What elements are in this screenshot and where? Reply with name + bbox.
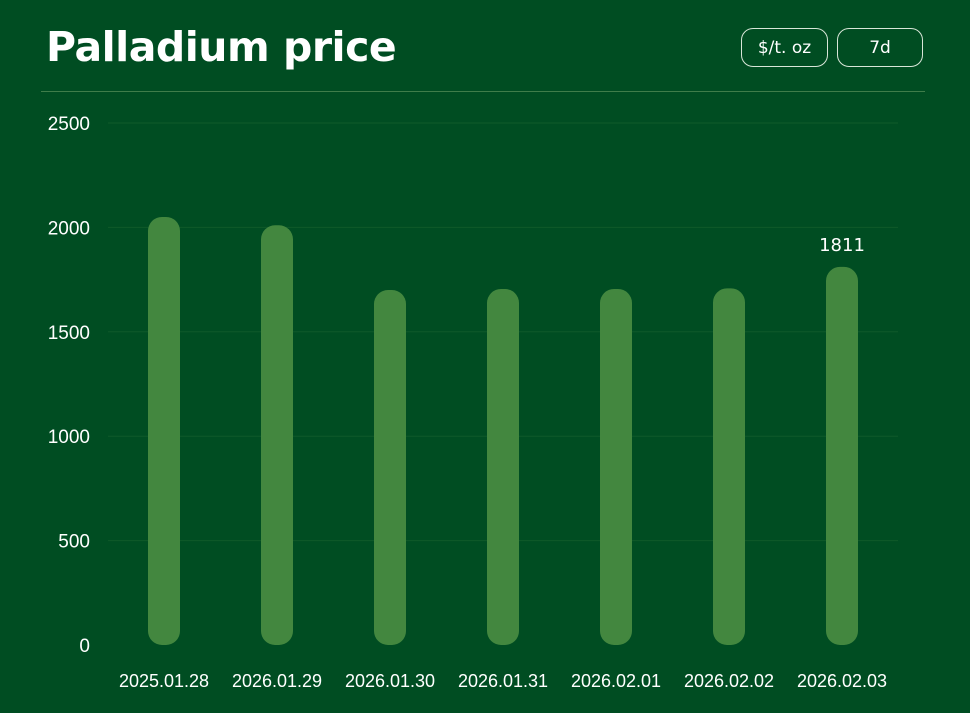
- bar-2026.02.01[interactable]: [600, 288, 632, 645]
- x-tick-label: 2026.01.30: [345, 671, 435, 691]
- y-tick-label: 1000: [48, 427, 90, 448]
- page-title: Palladium price: [46, 23, 397, 71]
- y-axis-ticks: 0 500 1000 1500 2000 2500: [48, 114, 90, 657]
- bar-2026.02.02[interactable]: [713, 288, 745, 645]
- y-tick-label: 500: [58, 532, 90, 553]
- time-range-button[interactable]: 7d: [837, 28, 923, 67]
- y-tick-label: 1500: [48, 323, 90, 344]
- x-tick-label: 2026.02.03: [797, 671, 887, 691]
- data-label: 1811: [819, 235, 865, 256]
- bar-2026.02.03[interactable]: [826, 266, 858, 645]
- chart-controls: $/t. oz 7d: [741, 28, 923, 67]
- data-labels: 1811: [819, 235, 865, 256]
- x-tick-label: 2025.01.28: [119, 671, 209, 691]
- bar-2026.01.29[interactable]: [261, 225, 293, 645]
- x-tick-label: 2026.02.02: [684, 671, 774, 691]
- x-tick-label: 2026.02.01: [571, 671, 661, 691]
- unit-selector-button[interactable]: $/t. oz: [741, 28, 828, 67]
- x-tick-label: 2026.01.31: [458, 671, 548, 691]
- header-divider: [41, 91, 925, 92]
- y-tick-label: 0: [79, 636, 90, 657]
- bar-2025.01.28[interactable]: [148, 216, 180, 645]
- bar-2026.01.31[interactable]: [487, 288, 519, 645]
- y-tick-label: 2000: [48, 218, 90, 239]
- x-axis-ticks: 2025.01.28 2026.01.29 2026.01.30 2026.01.31…: [119, 671, 887, 691]
- bar-2026.01.30[interactable]: [374, 290, 406, 645]
- bars: [148, 216, 858, 645]
- x-tick-label: 2026.01.29: [232, 671, 322, 691]
- y-tick-label: 2500: [48, 114, 90, 135]
